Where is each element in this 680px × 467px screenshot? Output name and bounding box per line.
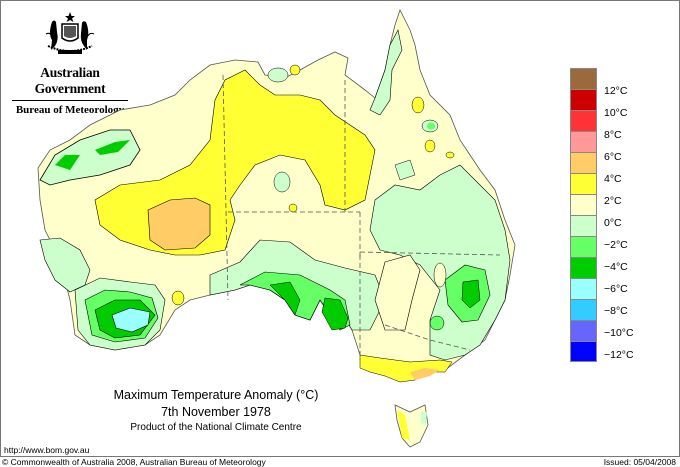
legend-swatch [570, 68, 597, 89]
agency-logo: Australian Government Bureau of Meteorol… [8, 10, 132, 116]
legend-label: 12°C [604, 85, 628, 97]
divider [12, 100, 128, 101]
legend-label: −4°C [604, 261, 628, 273]
government-name: Australian Government [34, 65, 106, 96]
coat-of-arms-icon [45, 12, 95, 54]
legend-label: 8°C [604, 129, 622, 141]
legend-swatch [570, 131, 597, 152]
legend-label: −6°C [604, 283, 628, 295]
legend-label: −2°C [604, 239, 628, 251]
legend-swatch [570, 320, 597, 341]
legend-label: 2°C [604, 195, 622, 207]
map-title: Maximum Temperature Anomaly (°C) [113, 388, 319, 402]
map-date: 7th November 1978 [161, 405, 271, 419]
legend-swatch [570, 173, 597, 194]
legend-swatch [570, 89, 597, 110]
legend-swatch [570, 341, 597, 362]
legend-swatch [570, 194, 597, 215]
legend-swatch [570, 152, 597, 173]
copyright-notice: © Commonwealth of Australia 2008, Austra… [2, 457, 266, 467]
legend-swatch [570, 236, 597, 257]
product-credit: Product of the National Climate Centre [130, 422, 302, 433]
legend-label: −8°C [604, 305, 628, 317]
legend-label: −10°C [604, 327, 634, 339]
legend-label: 4°C [604, 173, 622, 185]
legend-label: 6°C [604, 151, 622, 163]
legend-swatch [570, 257, 597, 278]
legend-swatch [570, 278, 597, 299]
legend-swatch [570, 215, 597, 236]
issued-date: Issued: 05/04/2008 [603, 457, 676, 467]
legend-label: −12°C [604, 349, 634, 361]
website-link[interactable]: http://www.bom.gov.au [4, 445, 90, 455]
legend-label: 0°C [604, 217, 622, 229]
color-legend [570, 68, 598, 362]
state-borders [222, 74, 501, 360]
legend-swatch [570, 110, 597, 131]
bureau-name: Bureau of Meteorology [15, 104, 125, 116]
legend-label: 10°C [604, 107, 628, 119]
legend-swatch [570, 299, 597, 320]
